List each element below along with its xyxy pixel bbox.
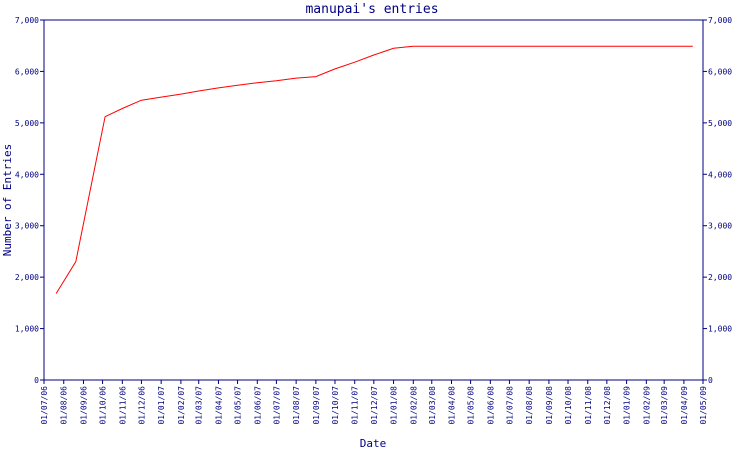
x-tick-label: 01/05/08 — [467, 386, 476, 425]
chart-title: manupai's entries — [305, 2, 438, 17]
x-tick-label: 01/05/09 — [699, 386, 708, 425]
x-tick-label: 01/12/06 — [137, 386, 146, 425]
y-tick-label-right: 6,000 — [708, 67, 732, 76]
x-tick-label: 01/07/08 — [505, 386, 514, 425]
x-tick-label: 01/09/06 — [79, 386, 88, 425]
x-axis: 01/07/06 01/08/06 01/09/06 01/10/06 01/11/06… — [40, 380, 708, 425]
x-tick-label: 01/09/08 — [545, 386, 554, 425]
x-tick-label: 01/08/07 — [292, 386, 301, 425]
x-tick-label: 01/10/06 — [99, 386, 108, 425]
y-tick-label-left: 6,000 — [15, 67, 39, 76]
y-tick-label-right: 1,000 — [708, 325, 732, 334]
plot-area-frame — [43, 19, 704, 381]
x-tick-label: 01/11/06 — [118, 386, 127, 425]
x-tick-label: 01/05/07 — [234, 386, 243, 425]
y-tick-label-left: 7,000 — [15, 16, 39, 25]
x-tick-label: 01/02/09 — [642, 386, 651, 425]
x-tick-label: 01/04/07 — [214, 386, 223, 425]
y-tick-label-right: 3,000 — [708, 222, 732, 231]
y-axis-left: 0 1,000 2,000 3,000 4,000 5,000 6,000 7,000 — [15, 16, 44, 385]
x-tick-label: 01/11/07 — [351, 386, 360, 425]
y-axis-right: 0 1,000 2,000 3,000 4,000 5,000 6,000 7,000 — [703, 16, 732, 385]
y-tick-label-right: 5,000 — [708, 119, 732, 128]
x-tick-label: 01/06/07 — [253, 386, 262, 425]
y-tick-label-left: 1,000 — [15, 325, 39, 334]
x-tick-label: 01/04/08 — [447, 386, 456, 425]
x-tick-label: 01/02/07 — [177, 386, 186, 425]
y-tick-label-right: 2,000 — [708, 273, 732, 282]
series-layer — [55, 45, 693, 294]
x-tick-label: 01/04/09 — [680, 386, 689, 425]
x-tick-label: 01/08/06 — [60, 386, 69, 425]
y-tick-label-left: 2,000 — [15, 273, 39, 282]
x-tick-label: 01/10/08 — [564, 386, 573, 425]
y-tick-label-right: 7,000 — [708, 16, 732, 25]
x-tick-label: 01/01/07 — [157, 386, 166, 425]
x-tick-label: 01/06/08 — [486, 386, 495, 425]
x-tick-label: 01/03/08 — [428, 386, 437, 425]
x-tick-label: 01/07/07 — [272, 386, 281, 425]
x-tick-label: 01/09/07 — [312, 386, 321, 425]
y-tick-label-left: 5,000 — [15, 119, 39, 128]
x-tick-label: 01/03/07 — [195, 386, 204, 425]
x-tick-label: 01/08/08 — [525, 386, 534, 425]
y-tick-label-right: 0 — [708, 376, 713, 385]
series-line — [55, 45, 693, 294]
x-tick-label: 01/10/07 — [331, 386, 340, 425]
x-axis-title: Date — [360, 437, 387, 450]
y-tick-label-left: 3,000 — [15, 222, 39, 231]
y-tick-label-right: 4,000 — [708, 170, 732, 179]
x-tick-label: 01/03/09 — [660, 386, 669, 425]
y-axis-title: Number of Entries — [1, 144, 14, 257]
x-tick-label: 01/07/06 — [40, 386, 49, 425]
x-tick-label: 01/02/08 — [409, 386, 418, 425]
x-tick-label: 01/12/08 — [603, 386, 612, 425]
x-tick-label: 01/11/08 — [584, 386, 593, 425]
x-tick-label: 01/01/09 — [623, 386, 632, 425]
x-tick-label: 01/12/07 — [370, 386, 379, 425]
y-tick-label-left: 4,000 — [15, 170, 39, 179]
y-tick-label-left: 0 — [34, 376, 39, 385]
x-tick-label: 01/01/08 — [390, 386, 399, 425]
